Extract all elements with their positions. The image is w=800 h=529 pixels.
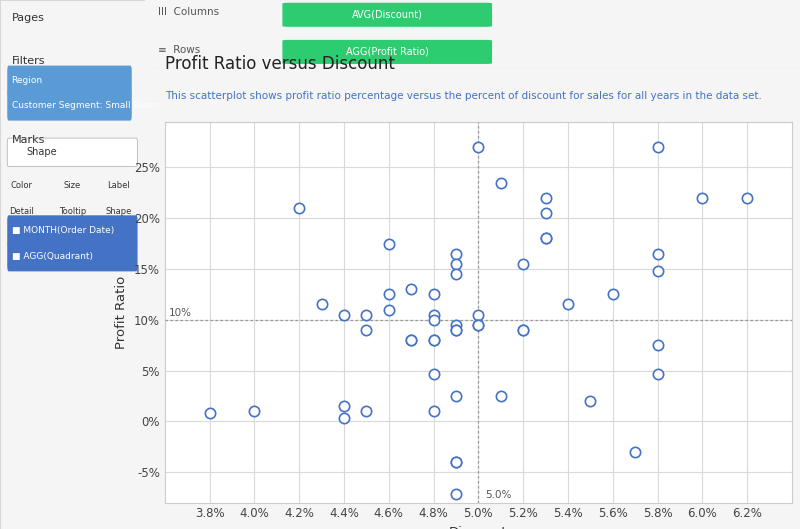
FancyBboxPatch shape — [7, 241, 138, 271]
Text: Customer Segment: Small Busin...: Customer Segment: Small Busin... — [11, 101, 166, 110]
Point — [382, 239, 395, 248]
Point — [651, 250, 664, 258]
Text: Shape: Shape — [106, 207, 132, 216]
Text: AVG(Discount): AVG(Discount) — [352, 10, 422, 20]
Point — [427, 407, 440, 415]
FancyBboxPatch shape — [282, 40, 492, 64]
Point — [360, 311, 373, 319]
Point — [517, 326, 530, 334]
Point — [382, 290, 395, 298]
Text: ≡  Rows: ≡ Rows — [158, 44, 200, 54]
Point — [450, 326, 462, 334]
Text: Tooltip: Tooltip — [58, 207, 86, 216]
Point — [450, 260, 462, 268]
Point — [338, 311, 350, 319]
Point — [450, 458, 462, 466]
Text: Pages: Pages — [11, 13, 45, 23]
Point — [651, 143, 664, 151]
Point — [405, 336, 418, 344]
Point — [427, 290, 440, 298]
FancyBboxPatch shape — [7, 66, 132, 96]
Point — [203, 409, 216, 417]
Point — [427, 315, 440, 324]
FancyBboxPatch shape — [7, 90, 132, 121]
Text: Size: Size — [64, 180, 81, 190]
Point — [248, 407, 261, 415]
Point — [315, 300, 328, 309]
Text: 10%: 10% — [170, 308, 192, 318]
Point — [539, 209, 552, 217]
Point — [584, 397, 597, 405]
Point — [405, 336, 418, 344]
Point — [651, 267, 664, 275]
Point — [472, 321, 485, 329]
Text: Shape: Shape — [26, 148, 57, 157]
Point — [338, 402, 350, 411]
Point — [539, 234, 552, 243]
Point — [472, 143, 485, 151]
Text: AGG(Profit Ratio): AGG(Profit Ratio) — [346, 47, 429, 57]
Point — [494, 178, 507, 187]
Text: ■ MONTH(Order Date): ■ MONTH(Order Date) — [11, 226, 114, 235]
Y-axis label: Profit Ratio: Profit Ratio — [115, 276, 128, 349]
FancyBboxPatch shape — [7, 215, 138, 246]
Text: Label: Label — [107, 180, 130, 190]
Point — [696, 194, 709, 202]
Point — [450, 391, 462, 400]
Text: Filters: Filters — [11, 56, 45, 66]
Point — [427, 369, 440, 378]
Point — [427, 336, 440, 344]
Text: This scatterplot shows profit ratio percentage versus the percent of discount fo: This scatterplot shows profit ratio perc… — [165, 90, 762, 101]
Text: Color: Color — [10, 180, 33, 190]
Text: Detail: Detail — [10, 207, 34, 216]
Point — [651, 369, 664, 378]
Point — [741, 194, 754, 202]
Point — [494, 391, 507, 400]
Text: Marks: Marks — [11, 135, 45, 145]
Point — [360, 326, 373, 334]
Point — [338, 414, 350, 423]
Text: 5.0%: 5.0% — [485, 489, 511, 499]
FancyBboxPatch shape — [7, 138, 138, 167]
Point — [539, 234, 552, 243]
Text: III  Columns: III Columns — [158, 7, 219, 17]
X-axis label: Discount: Discount — [449, 526, 508, 529]
FancyBboxPatch shape — [282, 3, 492, 27]
Point — [427, 311, 440, 319]
Point — [405, 285, 418, 294]
Point — [450, 270, 462, 278]
Point — [450, 250, 462, 258]
Point — [472, 321, 485, 329]
Point — [450, 321, 462, 329]
Text: Region: Region — [11, 76, 42, 86]
Text: Profit Ratio versus Discount: Profit Ratio versus Discount — [165, 55, 394, 73]
Point — [539, 194, 552, 202]
Point — [293, 204, 306, 212]
Point — [629, 448, 642, 456]
Point — [472, 311, 485, 319]
Point — [427, 336, 440, 344]
Point — [562, 300, 574, 309]
Point — [382, 305, 395, 314]
Point — [450, 490, 462, 499]
Point — [517, 260, 530, 268]
Point — [450, 326, 462, 334]
Point — [606, 290, 619, 298]
Text: ■ AGG(Quadrant): ■ AGG(Quadrant) — [11, 251, 93, 261]
Point — [360, 407, 373, 415]
Point — [450, 458, 462, 466]
Point — [651, 341, 664, 349]
Point — [517, 326, 530, 334]
